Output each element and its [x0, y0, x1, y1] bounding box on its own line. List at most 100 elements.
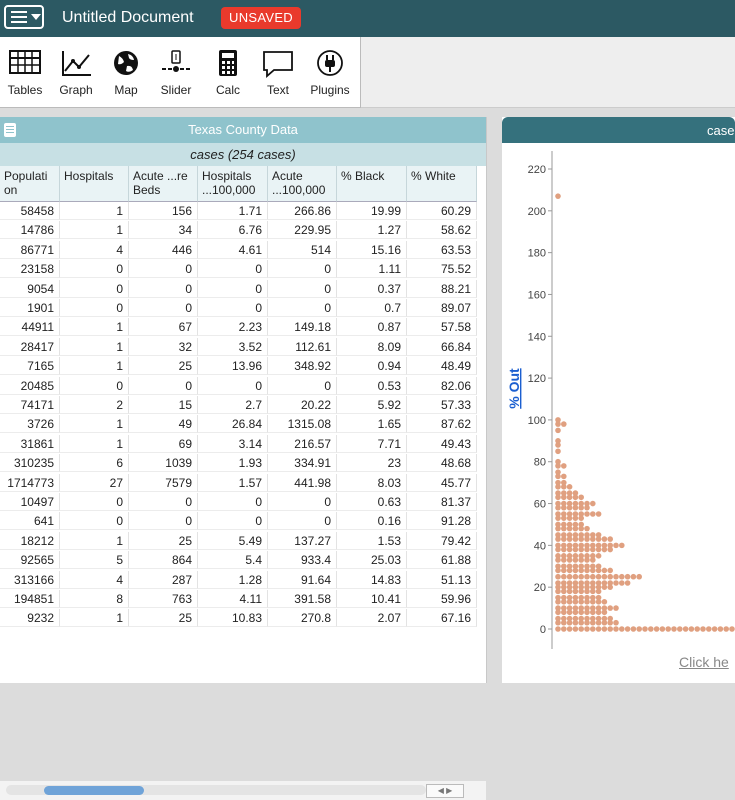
table-cell[interactable]: 23	[337, 454, 407, 473]
table-cell[interactable]: 0.7	[337, 299, 407, 317]
table-cell[interactable]: 18212	[0, 531, 60, 550]
data-point[interactable]	[642, 626, 648, 632]
data-point[interactable]	[572, 521, 579, 528]
table-cell[interactable]: 0.63	[337, 493, 407, 511]
data-point[interactable]	[555, 479, 561, 486]
data-point[interactable]	[578, 500, 584, 507]
data-point[interactable]	[590, 605, 596, 611]
data-point[interactable]	[729, 626, 735, 632]
data-point[interactable]	[601, 619, 608, 626]
table-cell[interactable]: 61.88	[407, 551, 477, 570]
table-cell[interactable]: 0	[268, 299, 337, 317]
data-point[interactable]	[566, 573, 573, 580]
table-cell[interactable]: 0	[60, 299, 129, 317]
data-point[interactable]	[555, 609, 561, 616]
data-point[interactable]	[613, 580, 619, 586]
data-point[interactable]	[566, 594, 573, 601]
data-point[interactable]	[613, 573, 619, 580]
dot-plot[interactable]: 0 20 40 60 80 100 120 140 160 180 200 220 % Out	[502, 143, 735, 653]
table-cell[interactable]: 1.28	[198, 570, 268, 589]
data-point[interactable]	[566, 494, 573, 501]
hamburger-menu-button[interactable]	[4, 5, 44, 29]
table-cell[interactable]: 763	[129, 590, 198, 608]
table-cell[interactable]: 310235	[0, 454, 60, 473]
data-point[interactable]	[584, 584, 590, 590]
table-cell[interactable]: 2	[60, 396, 129, 414]
column-header[interactable]: Acute ...100,000	[268, 166, 337, 202]
data-point[interactable]	[561, 563, 567, 570]
data-point[interactable]	[590, 542, 596, 549]
table-cell[interactable]: 13.96	[198, 357, 268, 376]
data-point[interactable]	[624, 580, 631, 586]
table-cell[interactable]: 49	[129, 415, 198, 434]
data-point[interactable]	[555, 500, 561, 507]
table-cell[interactable]: 5.92	[337, 396, 407, 414]
table-cell[interactable]: 6	[60, 454, 129, 473]
table-cell[interactable]: 933.4	[268, 551, 337, 570]
data-point[interactable]	[590, 615, 596, 622]
data-point[interactable]	[566, 588, 573, 595]
table-cell[interactable]: 69	[129, 434, 198, 453]
data-point[interactable]	[566, 504, 573, 511]
data-point[interactable]	[555, 532, 561, 538]
data-point[interactable]	[636, 626, 642, 632]
table-icon[interactable]	[4, 123, 16, 137]
table-cell[interactable]: 15	[129, 396, 198, 414]
data-point[interactable]	[595, 567, 602, 574]
data-point[interactable]	[584, 580, 590, 586]
y-axis-label[interactable]: % Out	[506, 368, 522, 409]
table-cell[interactable]: 0	[129, 279, 198, 298]
data-point[interactable]	[717, 626, 724, 632]
table-cell[interactable]: 0	[60, 279, 129, 298]
table-cell[interactable]: 0	[198, 493, 268, 511]
click-here-link[interactable]: Click he	[679, 654, 729, 670]
data-point[interactable]	[555, 427, 561, 434]
column-header[interactable]: Hospitals	[60, 166, 129, 202]
table-cell[interactable]: 0.53	[337, 376, 407, 395]
table-cell[interactable]: 8.03	[337, 473, 407, 492]
data-point[interactable]	[584, 573, 590, 580]
scrollbar-thumb[interactable]	[44, 786, 144, 795]
data-point[interactable]	[555, 484, 561, 490]
data-point[interactable]	[555, 511, 561, 517]
data-point[interactable]	[584, 567, 590, 574]
data-point[interactable]	[607, 584, 613, 590]
data-point[interactable]	[555, 573, 561, 580]
data-point[interactable]	[613, 605, 619, 611]
data-point[interactable]	[607, 542, 613, 549]
table-cell[interactable]: 0.37	[337, 279, 407, 298]
table-cell[interactable]: 44911	[0, 318, 60, 337]
data-point[interactable]	[659, 626, 666, 632]
table-cell[interactable]: 1	[60, 415, 129, 434]
data-point[interactable]	[572, 557, 579, 563]
table-cell[interactable]: 137.27	[268, 531, 337, 550]
data-point[interactable]	[578, 521, 584, 528]
table-cell[interactable]: 49.43	[407, 434, 477, 453]
data-point[interactable]	[555, 588, 561, 595]
table-cell[interactable]: 58458	[0, 202, 60, 220]
data-point[interactable]	[566, 542, 573, 549]
data-point[interactable]	[595, 546, 602, 553]
table-cell[interactable]: 7165	[0, 357, 60, 376]
data-point[interactable]	[723, 626, 729, 632]
table-cell[interactable]: 57.33	[407, 396, 477, 414]
data-point[interactable]	[590, 626, 596, 632]
scroll-arrows[interactable]: ◀ ▶	[426, 784, 464, 798]
data-point[interactable]	[584, 609, 590, 616]
table-cell[interactable]: 1	[60, 609, 129, 628]
data-point[interactable]	[578, 542, 584, 549]
column-header[interactable]: % Black	[337, 166, 407, 202]
data-point[interactable]	[572, 536, 579, 542]
data-point[interactable]	[561, 609, 567, 616]
table-cell[interactable]: 0	[60, 512, 129, 531]
data-point[interactable]	[595, 553, 602, 559]
table-cell[interactable]: 67	[129, 318, 198, 337]
data-point[interactable]	[590, 500, 596, 507]
data-point[interactable]	[561, 546, 567, 553]
data-point[interactable]	[607, 536, 613, 542]
data-point[interactable]	[595, 588, 602, 595]
data-point[interactable]	[590, 588, 596, 595]
data-point[interactable]	[590, 511, 596, 517]
table-cell[interactable]: 1.11	[337, 260, 407, 279]
table-cell[interactable]: 1	[60, 202, 129, 220]
